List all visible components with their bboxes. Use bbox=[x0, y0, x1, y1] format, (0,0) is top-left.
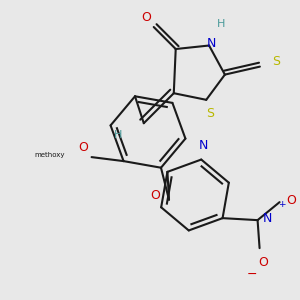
Text: O: O bbox=[141, 11, 151, 23]
Text: O: O bbox=[259, 256, 269, 268]
Text: S: S bbox=[206, 107, 214, 120]
Text: N: N bbox=[206, 37, 216, 50]
Text: O: O bbox=[79, 141, 88, 154]
Text: N: N bbox=[199, 139, 208, 152]
Text: −: − bbox=[246, 268, 257, 281]
Text: H: H bbox=[217, 19, 225, 28]
Text: N: N bbox=[263, 212, 272, 225]
Text: methoxy: methoxy bbox=[34, 152, 65, 158]
Text: O: O bbox=[286, 194, 296, 207]
Text: +: + bbox=[278, 200, 285, 208]
Text: H: H bbox=[114, 130, 122, 140]
Text: O: O bbox=[150, 189, 160, 202]
Text: S: S bbox=[272, 55, 280, 68]
